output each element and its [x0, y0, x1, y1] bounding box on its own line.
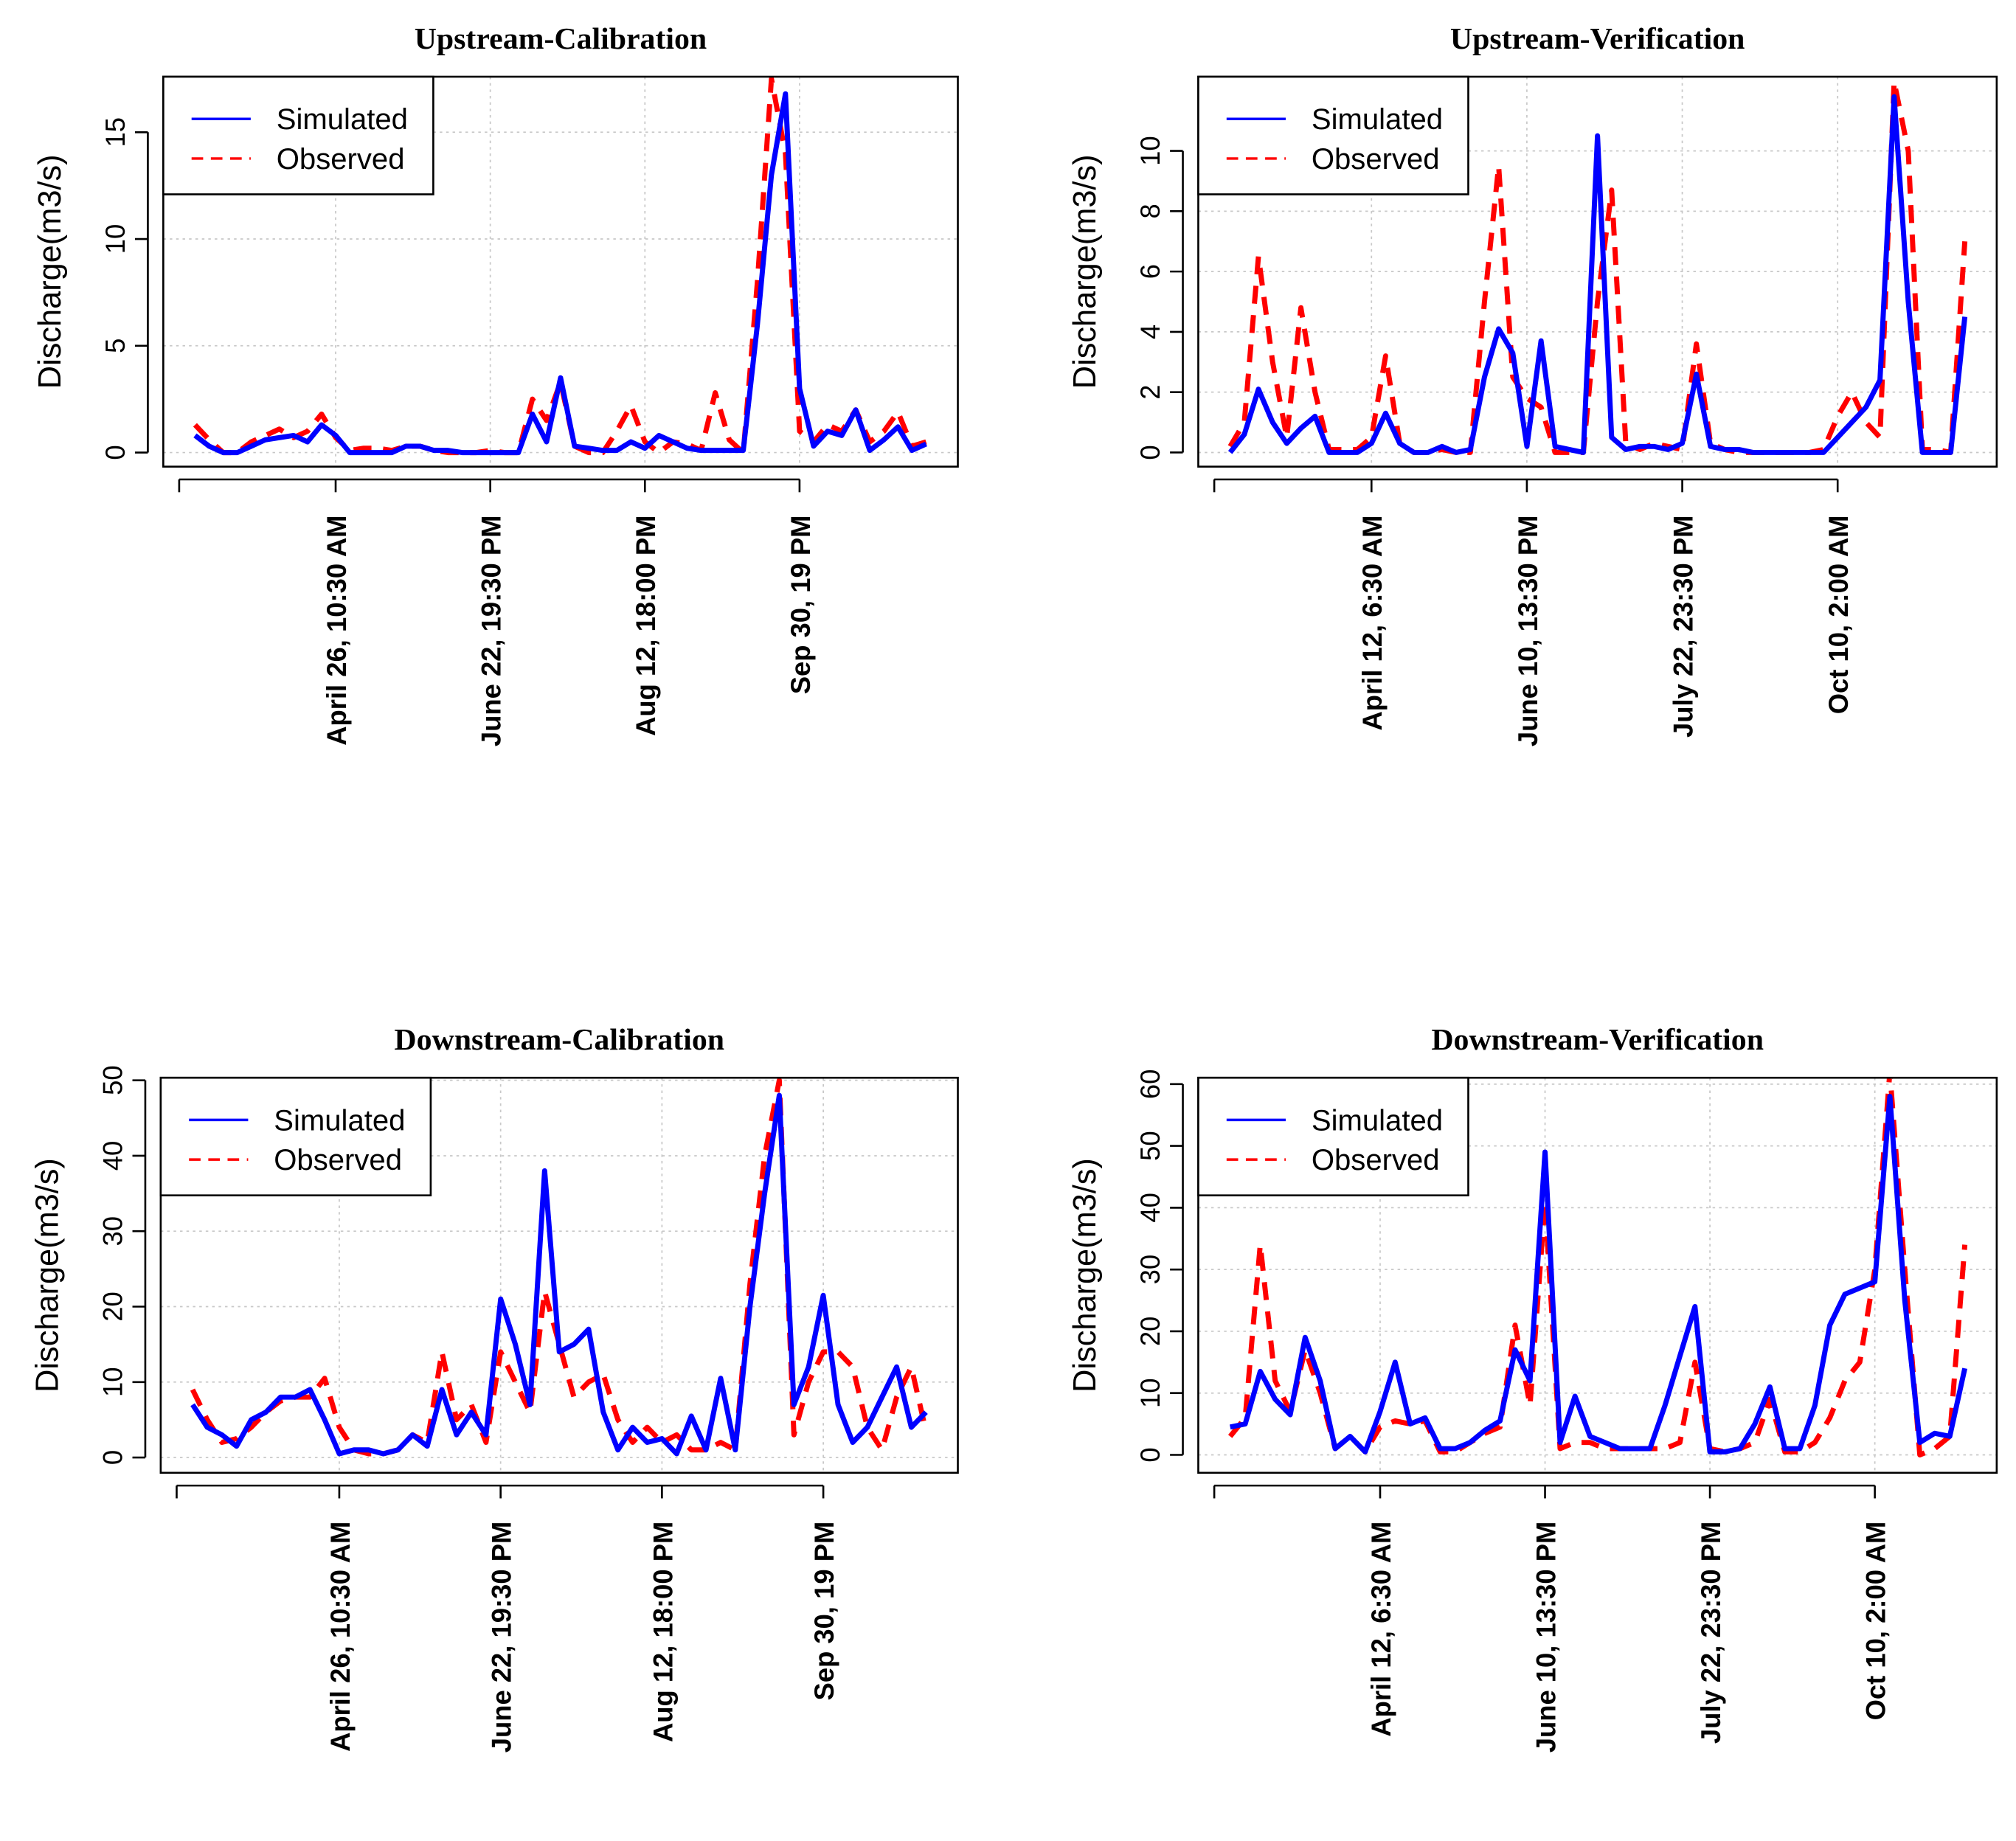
plot-frame: [159, 1076, 959, 1474]
y-tick-label: 5: [100, 339, 131, 353]
y-tick-label: 15: [100, 117, 131, 147]
series-line: [1227, 94, 1968, 455]
y-tick-label: 20: [1135, 1317, 1165, 1346]
x-tick-label: Oct 10, 2:00 AM: [1823, 516, 1854, 715]
series-line: [193, 91, 927, 456]
plot-frame: [1197, 1076, 1998, 1474]
legend-label: Simulated: [1312, 103, 1443, 136]
series-line: [193, 77, 927, 456]
y-axis-label: Discharge(m3/s): [1067, 154, 1103, 389]
x-tick-label: Aug 12, 18:00 PM: [631, 516, 661, 736]
y-tick-label: 10: [100, 224, 131, 254]
y-tick-label: 0: [1135, 1447, 1165, 1462]
chart-title: Upstream-Verification: [1450, 22, 1745, 56]
series-line: [1229, 1094, 1968, 1455]
y-tick-label: 40: [1135, 1193, 1165, 1222]
series-line: [1227, 1078, 1968, 1457]
legend-label: Simulated: [277, 103, 408, 136]
chart-title: Downstream-Verification: [1431, 1023, 1764, 1057]
chart-panel: Upstream-Verification 0 2 4 6 8 10 April 12, 6:…: [1067, 22, 1998, 747]
y-tick-label: 40: [97, 1141, 128, 1171]
legend-label: Simulated: [1312, 1104, 1443, 1137]
x-tick-label: July 22, 23:30 PM: [1696, 1522, 1726, 1744]
legend-label: Observed: [274, 1144, 402, 1176]
plot-frame: [162, 75, 959, 468]
legend-box: [1197, 1076, 1469, 1196]
x-tick-label: July 22, 23:30 PM: [1668, 516, 1698, 738]
x-tick-label: April 12, 6:30 AM: [1366, 1522, 1396, 1737]
series-line: [1227, 79, 1968, 455]
y-tick-label: 2: [1135, 385, 1165, 400]
legend-box: [162, 75, 434, 195]
legend-box: [1197, 75, 1469, 195]
y-tick-label: 0: [1135, 445, 1165, 460]
chart-panel: Upstream-Calibration 0 5 10 15 April 26, 10:3…: [32, 22, 959, 747]
y-tick-label: 30: [97, 1216, 128, 1246]
y-axis-label: Discharge(m3/s): [30, 1158, 65, 1393]
y-tick-label: 10: [1135, 136, 1165, 165]
chart-panel: Downstream-Verification 0 10 20 30 40 50 60 Apri…: [1067, 1023, 1998, 1753]
legend-label: Simulated: [274, 1104, 405, 1137]
y-tick-label: 4: [1135, 325, 1165, 339]
chart-title: Upstream-Calibration: [415, 22, 707, 56]
legend-label: Observed: [1312, 1144, 1440, 1176]
x-tick-label: Sep 30, 19 PM: [786, 516, 816, 695]
x-tick-label: April 26, 10:30 AM: [325, 1522, 356, 1752]
x-tick-label: Oct 10, 2:00 AM: [1860, 1522, 1891, 1721]
x-tick-label: Sep 30, 19 PM: [809, 1522, 839, 1701]
series-line: [190, 1092, 928, 1457]
chart-panel: Downstream-Calibration 0 10 20 30 40 50 April 2…: [30, 1023, 959, 1753]
y-tick-label: 60: [1135, 1069, 1165, 1099]
y-tick-label: 20: [97, 1292, 128, 1321]
y-tick-label: 50: [1135, 1131, 1165, 1160]
y-tick-label: 10: [97, 1367, 128, 1397]
x-tick-label: June 10, 13:30 PM: [1513, 516, 1543, 747]
x-tick-label: June 10, 13:30 PM: [1531, 1522, 1561, 1753]
chart-title: Downstream-Calibration: [394, 1023, 724, 1057]
legend-label: Observed: [277, 143, 405, 176]
y-tick-label: 6: [1135, 264, 1165, 279]
x-tick-label: Aug 12, 18:00 PM: [648, 1522, 678, 1742]
legend-label: Observed: [1312, 143, 1440, 176]
y-tick-label: 50: [97, 1065, 128, 1095]
x-tick-label: June 22, 19:30 PM: [487, 1522, 517, 1753]
y-tick-label: 8: [1135, 204, 1165, 218]
y-axis-label: Discharge(m3/s): [1067, 1158, 1103, 1393]
legend-box: [159, 1076, 432, 1196]
y-tick-label: 0: [97, 1450, 128, 1465]
y-tick-label: 0: [100, 445, 131, 460]
y-tick-label: 10: [1135, 1378, 1165, 1407]
plot-frame: [1197, 75, 1998, 468]
x-tick-label: June 22, 19:30 PM: [477, 516, 507, 747]
x-tick-label: April 12, 6:30 AM: [1357, 516, 1388, 731]
y-axis-label: Discharge(m3/s): [32, 154, 68, 389]
x-tick-label: April 26, 10:30 AM: [322, 516, 352, 746]
y-tick-label: 30: [1135, 1255, 1165, 1284]
